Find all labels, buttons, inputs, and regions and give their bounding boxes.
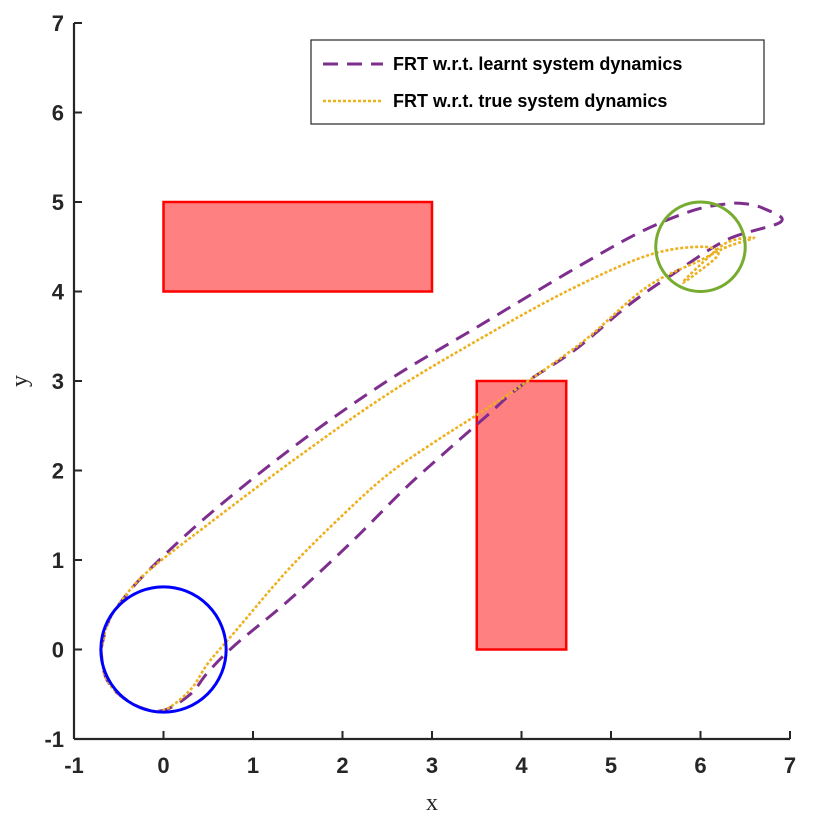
obstacle-rect-1 xyxy=(162,200,434,293)
y-tick-label: 4 xyxy=(52,280,65,305)
x-tick-label: 4 xyxy=(515,753,528,778)
goal-circle xyxy=(654,200,747,293)
legend-label-1: FRT w.r.t. learnt system dynamics xyxy=(393,54,682,74)
x-tick-label: 3 xyxy=(426,753,438,778)
y-tick-label: 6 xyxy=(52,101,64,126)
y-tick-label: 1 xyxy=(52,548,64,573)
x-tick-label: -1 xyxy=(64,753,84,778)
y-tick-label: 5 xyxy=(52,190,64,215)
legend-box xyxy=(310,39,765,125)
x-tick-label: 7 xyxy=(784,753,796,778)
plot-layer xyxy=(99,200,784,714)
legend-label-2: FRT w.r.t. true system dynamics xyxy=(393,91,667,111)
x-tick-label: 2 xyxy=(336,753,348,778)
start-circle xyxy=(99,585,228,714)
y-tick-label: 3 xyxy=(52,369,64,394)
y-tick-label: -1 xyxy=(44,727,64,752)
y-axis-label: y xyxy=(7,375,33,387)
legend: FRT w.r.t. learnt system dynamics FRT w.r… xyxy=(310,39,765,125)
series-line-1 xyxy=(99,201,784,713)
y-tick-label: 2 xyxy=(52,459,64,484)
x-tick-label: 6 xyxy=(694,753,706,778)
y-tick-label: 0 xyxy=(52,638,64,663)
x-tick-label: 0 xyxy=(157,753,169,778)
series-line-2 xyxy=(99,236,756,713)
x-tick-label: 5 xyxy=(605,753,617,778)
y-tick-label: 7 xyxy=(52,11,64,36)
obstacle-rect-2 xyxy=(475,379,568,651)
x-tick-label: 1 xyxy=(247,753,259,778)
axes-layer: -1 0 1 2 3 4 5 6 7 -1 0 1 2 3 4 5 6 7 xyxy=(44,11,796,778)
x-axis-label: x xyxy=(426,790,438,816)
